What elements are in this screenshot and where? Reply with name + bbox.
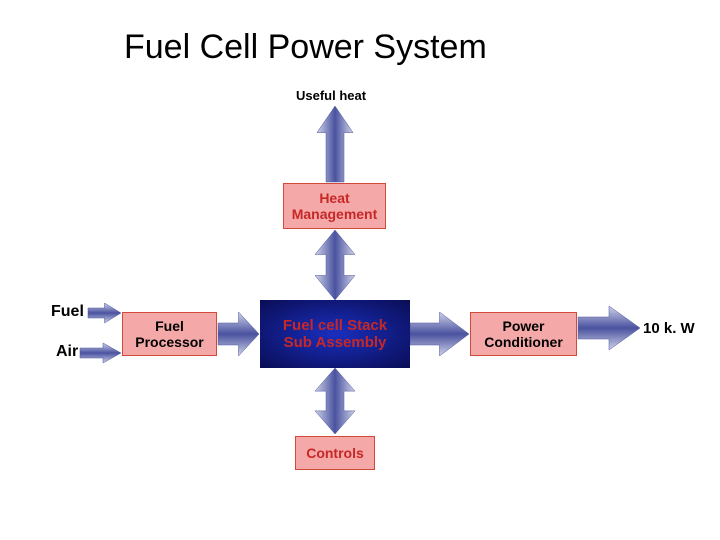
arrow-air-in <box>80 343 121 363</box>
box-power_cond-line1: Power <box>484 318 563 334</box>
box-fuel-proc: FuelProcessor <box>122 312 217 356</box>
arrow-stack-controls <box>315 368 355 434</box>
label-fuel-in: Fuel <box>51 303 84 321</box>
box-heat_mgmt-line1: Heat <box>292 190 378 206</box>
box-fuel_proc-line1: Fuel <box>135 318 203 334</box>
arrow-fuel-in <box>88 303 121 323</box>
box-stack-line2: Sub Assembly <box>283 334 387 351</box>
box-power-cond: PowerConditioner <box>470 312 577 356</box>
arrow-heat-stack <box>315 230 355 300</box>
box-controls-line1: Controls <box>306 445 364 461</box>
arrow-useful-heat <box>317 106 353 182</box>
box-stack-line1: Fuel cell Stack <box>283 317 387 334</box>
arrow-pc-out <box>578 306 640 350</box>
page-title: Fuel Cell Power System <box>124 28 487 67</box>
box-controls: Controls <box>295 436 375 470</box>
box-fuel_proc-line2: Processor <box>135 334 203 350</box>
label-output: 10 k. W <box>643 320 695 337</box>
box-heat_mgmt-line2: Management <box>292 206 378 222</box>
label-useful-heat: Useful heat <box>296 88 366 103</box>
box-power_cond-line2: Conditioner <box>484 334 563 350</box>
box-stack: Fuel cell StackSub Assembly <box>260 300 410 368</box>
box-heat-mgmt: HeatManagement <box>283 183 386 229</box>
arrow-fp-stack <box>218 312 259 356</box>
arrow-stack-pc <box>410 312 469 356</box>
label-air-in: Air <box>56 343 78 361</box>
